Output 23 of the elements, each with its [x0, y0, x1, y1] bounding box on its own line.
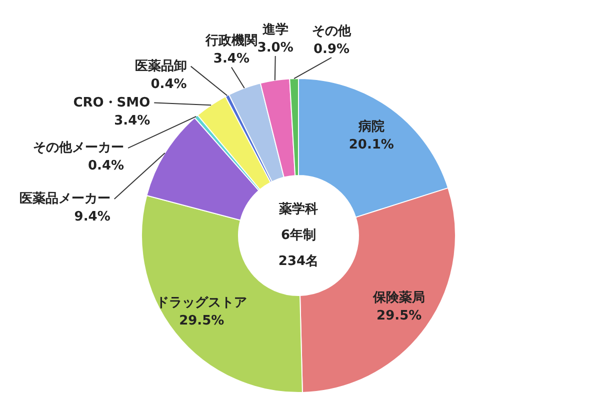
data-label: 0.4%: [150, 76, 187, 92]
data-label: 3.4%: [114, 113, 150, 128]
data-label: 29.5%: [376, 308, 422, 324]
slice-label: 医薬品メーカー: [19, 190, 110, 206]
data-label: 0.9%: [313, 42, 350, 58]
slice-label: その他メーカー: [33, 140, 124, 156]
slice-label: 医薬品卸: [134, 58, 187, 74]
data-label: 29.5%: [179, 314, 224, 329]
slice-label: 病院: [357, 118, 384, 134]
data-label: 3.0%: [257, 40, 294, 56]
slice-label: ドラッグストア: [156, 296, 248, 311]
data-label: 0.4%: [88, 158, 124, 174]
slice-label: その他: [312, 24, 352, 40]
data-label: 20.1%: [348, 137, 394, 152]
text: 234名: [278, 254, 319, 269]
text: 薬学科: [278, 201, 318, 217]
slice-label: 行政機関: [204, 34, 258, 49]
data-label: 3.4%: [213, 52, 250, 67]
slice-label: 保険薬局: [372, 290, 426, 306]
data-label: 9.4%: [74, 209, 110, 224]
slice-label: 進学: [261, 22, 288, 38]
slice-label: CRO・SMO: [73, 95, 150, 110]
text: 6年制: [280, 228, 316, 243]
